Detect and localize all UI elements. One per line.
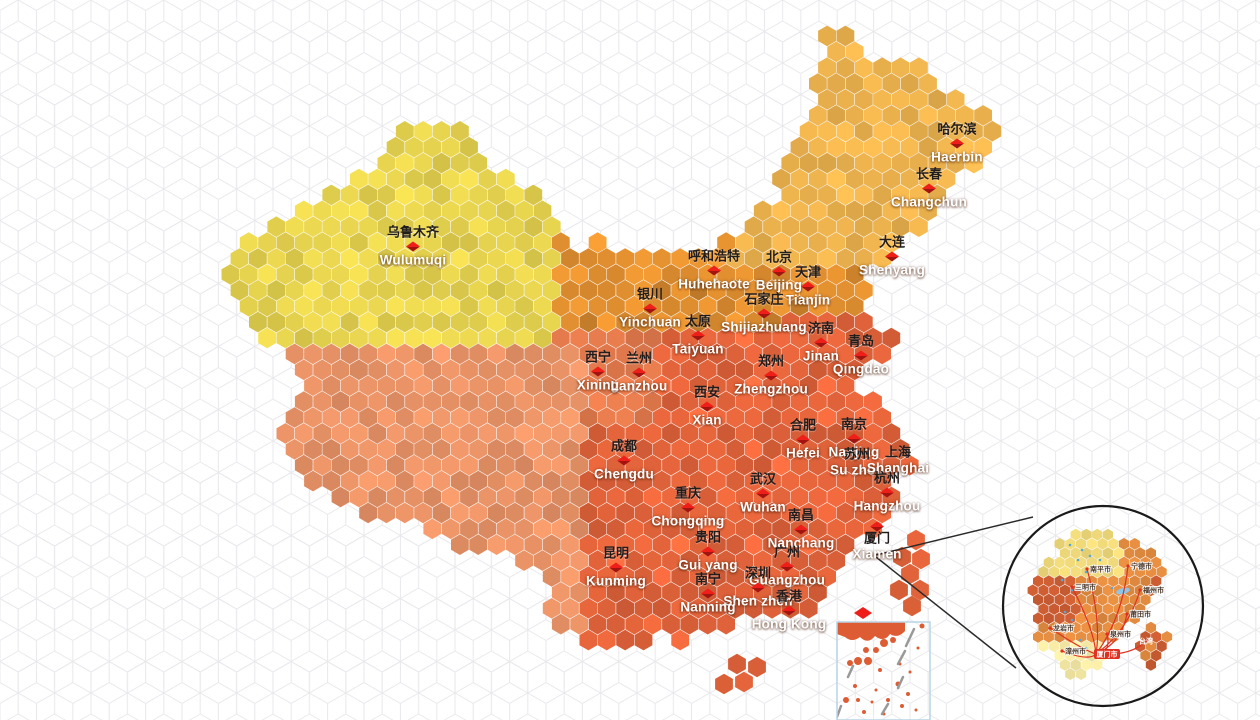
svg-text:莆田市: 莆田市 <box>1130 609 1151 618</box>
svg-text:泉州市: 泉州市 <box>1110 629 1131 638</box>
svg-text:三明市: 三明市 <box>1075 582 1096 591</box>
svg-text:龙岩市: 龙岩市 <box>1052 623 1074 632</box>
svg-text:福州市: 福州市 <box>1142 585 1164 594</box>
south-china-sea-inset <box>836 621 931 720</box>
svg-text:漳州市: 漳州市 <box>1065 646 1086 655</box>
svg-text:南平市: 南平市 <box>1090 564 1111 573</box>
magnifier-callout-lines <box>875 516 1034 669</box>
svg-text:宁德市: 宁德市 <box>1131 561 1152 570</box>
svg-text:台湾: 台湾 <box>1139 636 1153 645</box>
svg-text:厦门市: 厦门市 <box>1096 650 1118 659</box>
